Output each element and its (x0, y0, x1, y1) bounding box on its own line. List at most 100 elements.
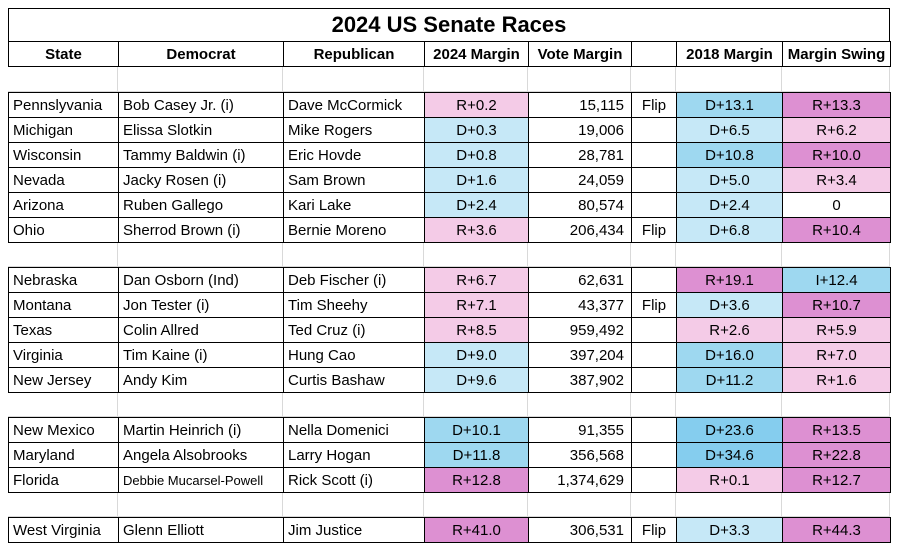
flip-cell[interactable] (631, 317, 677, 343)
state-cell[interactable]: Nevada (8, 167, 119, 193)
margin-swing-cell[interactable]: 0 (782, 192, 891, 218)
democrat-cell[interactable]: Glenn Elliott (118, 517, 284, 543)
margin-2018-cell[interactable]: D+2.4 (676, 192, 783, 218)
margin-2018-cell[interactable]: D+10.8 (676, 142, 783, 168)
margin-swing-cell[interactable]: R+12.7 (782, 467, 891, 493)
margin-swing-cell[interactable]: R+1.6 (782, 367, 891, 393)
democrat-cell[interactable]: Tim Kaine (i) (118, 342, 284, 368)
vote-margin-cell[interactable]: 80,574 (528, 192, 632, 218)
margin-swing-cell[interactable]: R+6.2 (782, 117, 891, 143)
state-cell[interactable]: New Mexico (8, 417, 119, 443)
republican-cell[interactable]: Rick Scott (i) (283, 467, 425, 493)
header-democrat[interactable]: Democrat (118, 41, 284, 67)
vote-margin-cell[interactable]: 24,059 (528, 167, 632, 193)
vote-margin-cell[interactable]: 28,781 (528, 142, 632, 168)
vote-margin-cell[interactable]: 959,492 (528, 317, 632, 343)
flip-cell[interactable] (631, 442, 677, 468)
margin-swing-cell[interactable]: R+10.0 (782, 142, 891, 168)
margin-2024-cell[interactable]: D+2.4 (424, 192, 529, 218)
margin-2018-cell[interactable]: D+3.3 (676, 517, 783, 543)
republican-cell[interactable]: Jim Justice (283, 517, 425, 543)
vote-margin-cell[interactable]: 387,902 (528, 367, 632, 393)
republican-cell[interactable]: Hung Cao (283, 342, 425, 368)
margin-2024-cell[interactable]: D+11.8 (424, 442, 529, 468)
flip-cell[interactable] (631, 117, 677, 143)
margin-2018-cell[interactable]: D+6.5 (676, 117, 783, 143)
state-cell[interactable]: Pennslyvania (8, 92, 119, 118)
vote-margin-cell[interactable]: 397,204 (528, 342, 632, 368)
state-cell[interactable]: Maryland (8, 442, 119, 468)
header-2024-margin[interactable]: 2024 Margin (424, 41, 529, 67)
margin-2024-cell[interactable]: R+6.7 (424, 267, 529, 293)
margin-swing-cell[interactable]: R+22.8 (782, 442, 891, 468)
republican-cell[interactable]: Deb Fischer (i) (283, 267, 425, 293)
flip-cell[interactable]: Flip (631, 217, 677, 243)
state-cell[interactable]: Wisconsin (8, 142, 119, 168)
margin-2024-cell[interactable]: D+10.1 (424, 417, 529, 443)
margin-swing-cell[interactable]: I+12.4 (782, 267, 891, 293)
header-republican[interactable]: Republican (283, 41, 425, 67)
margin-2018-cell[interactable]: D+23.6 (676, 417, 783, 443)
state-cell[interactable]: West Virginia (8, 517, 119, 543)
state-cell[interactable]: Michigan (8, 117, 119, 143)
header-2018-margin[interactable]: 2018 Margin (676, 41, 783, 67)
margin-swing-cell[interactable]: R+44.3 (782, 517, 891, 543)
republican-cell[interactable]: Eric Hovde (283, 142, 425, 168)
header-vote-margin[interactable]: Vote Margin (528, 41, 632, 67)
republican-cell[interactable]: Curtis Bashaw (283, 367, 425, 393)
margin-2018-cell[interactable]: D+34.6 (676, 442, 783, 468)
flip-cell[interactable] (631, 367, 677, 393)
democrat-cell[interactable]: Sherrod Brown (i) (118, 217, 284, 243)
state-cell[interactable]: Ohio (8, 217, 119, 243)
margin-2024-cell[interactable]: R+41.0 (424, 517, 529, 543)
header-margin-swing[interactable]: Margin Swing (782, 41, 891, 67)
republican-cell[interactable]: Dave McCormick (283, 92, 425, 118)
margin-2018-cell[interactable]: D+16.0 (676, 342, 783, 368)
table-title[interactable]: 2024 US Senate Races (8, 8, 890, 42)
state-cell[interactable]: Texas (8, 317, 119, 343)
democrat-cell[interactable]: Colin Allred (118, 317, 284, 343)
vote-margin-cell[interactable]: 306,531 (528, 517, 632, 543)
vote-margin-cell[interactable]: 91,355 (528, 417, 632, 443)
margin-2018-cell[interactable]: R+2.6 (676, 317, 783, 343)
democrat-cell[interactable]: Ruben Gallego (118, 192, 284, 218)
margin-2024-cell[interactable]: D+0.3 (424, 117, 529, 143)
flip-cell[interactable] (631, 167, 677, 193)
democrat-cell[interactable]: Jacky Rosen (i) (118, 167, 284, 193)
vote-margin-cell[interactable]: 1,374,629 (528, 467, 632, 493)
flip-cell[interactable] (631, 192, 677, 218)
state-cell[interactable]: Montana (8, 292, 119, 318)
state-cell[interactable]: Nebraska (8, 267, 119, 293)
republican-cell[interactable]: Larry Hogan (283, 442, 425, 468)
margin-2024-cell[interactable]: R+7.1 (424, 292, 529, 318)
democrat-cell[interactable]: Jon Tester (i) (118, 292, 284, 318)
margin-2024-cell[interactable]: R+12.8 (424, 467, 529, 493)
republican-cell[interactable]: Nella Domenici (283, 417, 425, 443)
flip-cell[interactable] (631, 267, 677, 293)
margin-2018-cell[interactable]: D+13.1 (676, 92, 783, 118)
state-cell[interactable]: New Jersey (8, 367, 119, 393)
vote-margin-cell[interactable]: 43,377 (528, 292, 632, 318)
margin-swing-cell[interactable]: R+7.0 (782, 342, 891, 368)
margin-2024-cell[interactable]: D+0.8 (424, 142, 529, 168)
flip-cell[interactable]: Flip (631, 92, 677, 118)
margin-2024-cell[interactable]: R+0.2 (424, 92, 529, 118)
democrat-cell[interactable]: Debbie Mucarsel-Powell (118, 467, 284, 493)
margin-2024-cell[interactable]: D+9.6 (424, 367, 529, 393)
header-flip[interactable] (631, 41, 677, 67)
democrat-cell[interactable]: Bob Casey Jr. (i) (118, 92, 284, 118)
margin-swing-cell[interactable]: R+3.4 (782, 167, 891, 193)
republican-cell[interactable]: Bernie Moreno (283, 217, 425, 243)
flip-cell[interactable] (631, 467, 677, 493)
state-cell[interactable]: Arizona (8, 192, 119, 218)
margin-2018-cell[interactable]: D+6.8 (676, 217, 783, 243)
margin-2018-cell[interactable]: D+3.6 (676, 292, 783, 318)
vote-margin-cell[interactable]: 15,115 (528, 92, 632, 118)
democrat-cell[interactable]: Dan Osborn (Ind) (118, 267, 284, 293)
margin-2018-cell[interactable]: R+0.1 (676, 467, 783, 493)
democrat-cell[interactable]: Martin Heinrich (i) (118, 417, 284, 443)
state-cell[interactable]: Virginia (8, 342, 119, 368)
margin-2018-cell[interactable]: R+19.1 (676, 267, 783, 293)
vote-margin-cell[interactable]: 19,006 (528, 117, 632, 143)
flip-cell[interactable] (631, 342, 677, 368)
